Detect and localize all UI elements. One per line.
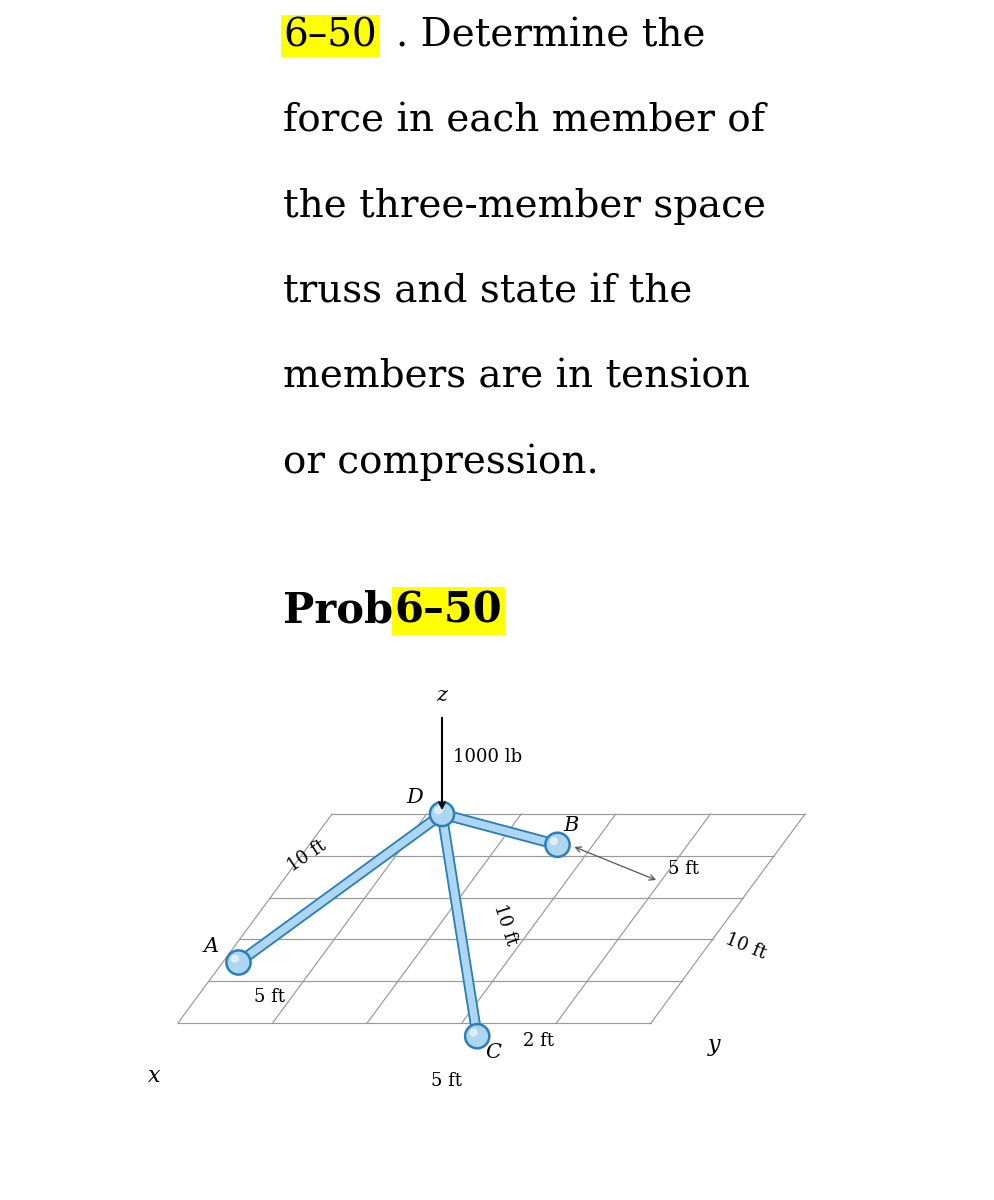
Text: 5 ft: 5 ft	[668, 859, 699, 878]
Circle shape	[551, 838, 558, 845]
Text: A: A	[204, 937, 219, 956]
Circle shape	[435, 806, 441, 814]
Text: 6–50: 6–50	[395, 590, 502, 632]
Text: 2 ft: 2 ft	[524, 1032, 555, 1050]
Circle shape	[546, 833, 570, 857]
Text: members are in tension: members are in tension	[283, 359, 750, 395]
Text: D: D	[407, 788, 423, 808]
Text: 10 ft: 10 ft	[284, 836, 330, 875]
Circle shape	[429, 802, 454, 826]
Text: truss and state if the: truss and state if the	[283, 274, 693, 310]
Text: 5 ft: 5 ft	[431, 1073, 462, 1091]
Text: or compression.: or compression.	[283, 444, 599, 481]
Text: 10 ft: 10 ft	[490, 902, 521, 948]
Text: 1000 lb: 1000 lb	[453, 748, 522, 766]
Polygon shape	[440, 810, 559, 850]
Circle shape	[227, 950, 250, 974]
Polygon shape	[236, 810, 444, 966]
Polygon shape	[437, 814, 482, 1037]
Text: 6–50: 6–50	[283, 17, 377, 54]
Text: C: C	[485, 1043, 501, 1062]
Text: 5 ft: 5 ft	[253, 988, 285, 1006]
Circle shape	[470, 1030, 477, 1036]
Circle shape	[232, 955, 239, 962]
Text: 10 ft: 10 ft	[723, 930, 768, 962]
Text: the three-member space: the three-member space	[283, 187, 766, 224]
Circle shape	[465, 1024, 489, 1049]
Text: force in each member of: force in each member of	[283, 102, 765, 139]
Text: y: y	[708, 1034, 721, 1056]
Text: x: x	[147, 1064, 160, 1087]
Text: Prob.: Prob.	[283, 590, 422, 632]
Text: z: z	[436, 686, 447, 706]
Text: . Determine the: . Determine the	[396, 17, 705, 54]
Text: B: B	[563, 816, 579, 835]
